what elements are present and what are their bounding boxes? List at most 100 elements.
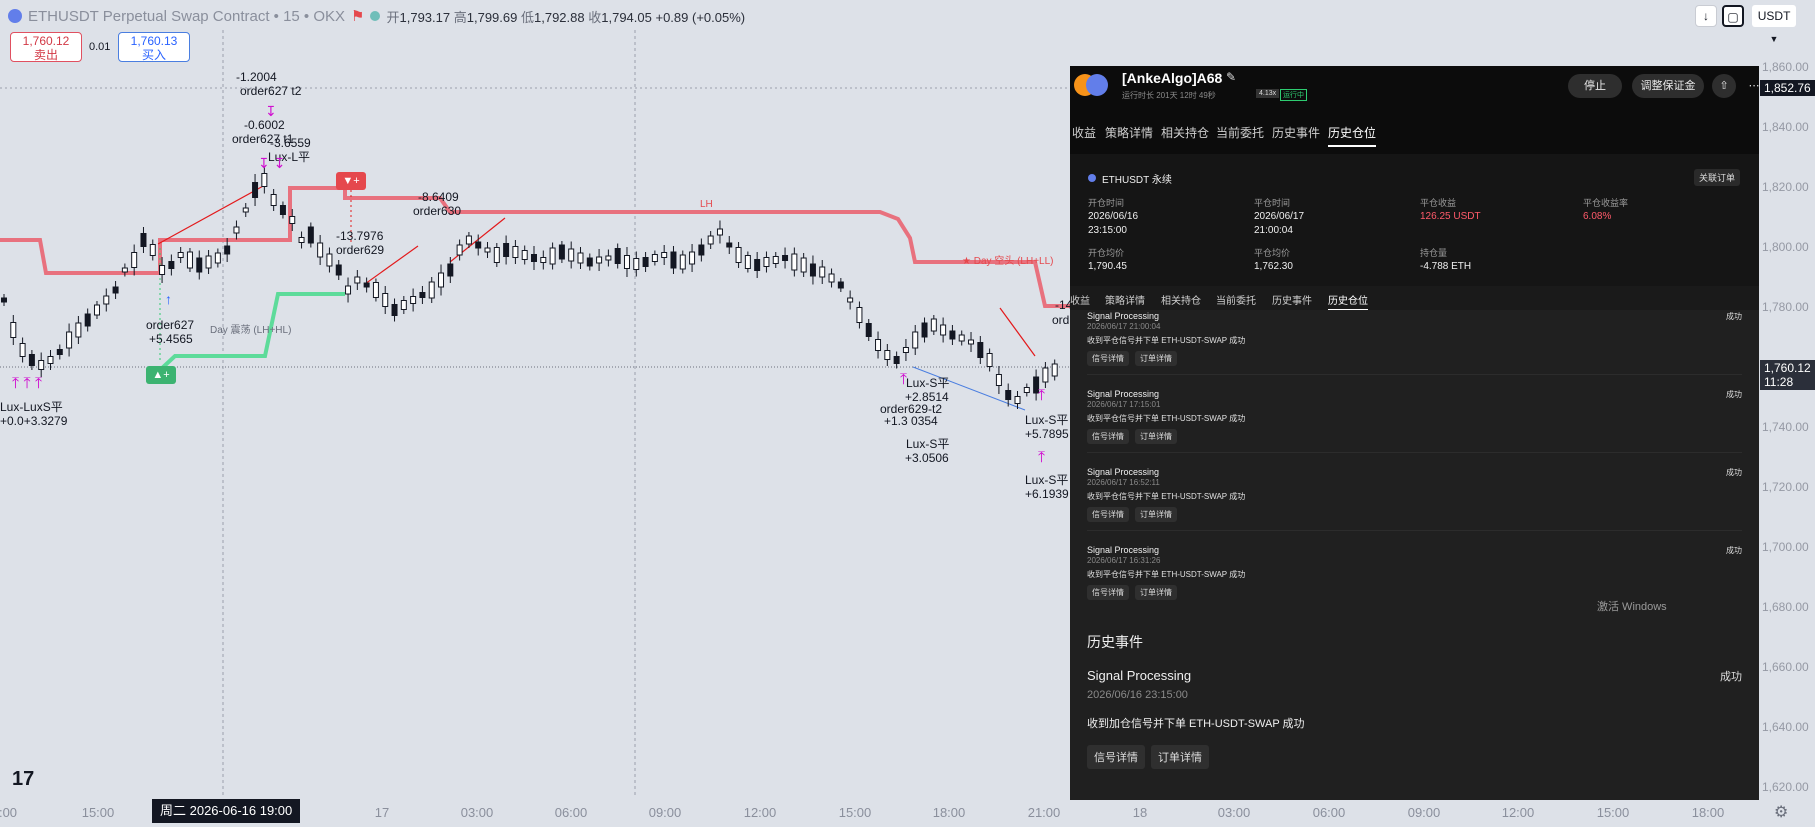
ohlc-values: 开1,793.17 高1,799.69 低1,792.88 收1,794.05 … [386,9,746,25]
order-details-button[interactable]: 订单详情 [1151,745,1209,769]
tab-history-positions[interactable]: 历史仓位 [1328,124,1377,147]
buy-button[interactable]: 1,760.13 买入 [118,32,190,62]
subtab-related-positions[interactable]: 相关持仓 [1161,296,1201,307]
subtab-history-events[interactable]: 历史事件 [1272,296,1312,307]
candle-body [279,205,286,215]
short-signal-badge[interactable]: ▼+ [336,172,366,190]
lh-label: LH [700,199,713,210]
candle-body [930,318,937,332]
currency-select[interactable]: USDT ▼ [1752,5,1796,44]
annotation: -0.6002 [244,118,285,132]
tab-related-positions[interactable]: 相关持仓 [1161,126,1210,140]
candle-body [382,293,389,307]
signal-details-button[interactable]: 信号详情 [1087,351,1129,366]
tab-current-orders[interactable]: 当前委托 [1216,126,1265,140]
tab-strategy-details[interactable]: 策略详情 [1105,126,1154,140]
subtab-earnings[interactable]: 收益 [1070,296,1090,307]
candle-body [968,339,975,345]
candle-body [177,252,184,258]
candle-body [205,255,212,269]
annotation: order627 t1 [232,132,294,146]
adjust-margin-button[interactable]: 调整保证金 [1632,74,1704,98]
signal-details-button[interactable]: 信号详情 [1087,585,1129,600]
candle-body [847,297,854,303]
subtab-history-positions[interactable]: 历史仓位 [1328,292,1368,310]
candle-body [958,334,965,342]
price-axis[interactable]: 1,860.00 1,852.76 1,840.00 1,820.00 1,80… [1760,52,1815,797]
candle-body [791,253,798,271]
edit-icon[interactable]: ✎ [1226,70,1237,84]
windows-watermark: 激活 Windows [1597,601,1667,613]
subtab-strategy-details[interactable]: 策略详情 [1105,296,1145,307]
candle-body [577,252,584,264]
share-icon[interactable]: ⇧ [1712,74,1736,98]
candlesticks [1,166,1058,409]
tradingview-logo[interactable]: 17 [12,768,35,790]
candle-body [651,254,658,262]
marker-icon: ⤒ [1038,387,1046,404]
order-details-button[interactable]: 订单详情 [1135,585,1177,600]
download-icon[interactable]: ↓ [1695,5,1717,27]
order-details-button[interactable]: 订单详情 [1135,351,1177,366]
list-item: Signal Processing 2026/06/17 17:15:01 收到平… [1087,389,1742,444]
candle-body [512,246,519,258]
candle-body [186,251,193,269]
order-details-button[interactable]: 订单详情 [1135,507,1177,522]
candle-body [19,343,26,357]
candle-body [261,173,268,187]
more-icon[interactable]: ⋯ [1748,80,1760,92]
candle-body [661,252,668,258]
annotation: +0.0+3.3279 [0,414,68,428]
spread-value: 0.01 [89,41,111,53]
marker-icon: ⤒ ⤒ ⤒ [12,375,43,392]
candle-body [884,350,891,360]
time-axis[interactable]: :00 15:00 17 03:00 06:00 09:00 12:00 15:… [0,797,1760,827]
linked-order-button[interactable]: 关联订单 [1694,169,1741,186]
candle-body [726,242,733,248]
day-range-label: Day 震荡 (LH+HL) [210,325,292,336]
fullscreen-icon[interactable]: ▢ [1722,5,1744,27]
long-signal-badge[interactable]: ▲+ [146,366,176,384]
annotation: +6.1939 [1025,487,1069,501]
order-details-button[interactable]: 订单详情 [1135,429,1177,444]
stop-button[interactable]: 停止 [1568,74,1622,98]
candle-body [252,182,259,198]
candle-body [995,374,1002,386]
subtab-current-orders[interactable]: 当前委托 [1216,296,1256,307]
chart-canvas[interactable] [0,0,1760,797]
chevron-down-icon: ▼ [1769,34,1779,44]
strategy-panel: [AnkeAlgo]A68 ✎ 运行时长 201天 12时 49秒 4.13x … [1070,66,1760,800]
candle-body [596,256,603,264]
tab-earnings[interactable]: 收益 [1072,126,1097,140]
list-item: Signal Processing 2026/06/17 21:00:04 收到平… [1087,311,1742,366]
annotation: -1.2004 [236,70,277,84]
candle-body [949,330,956,340]
candle-body [977,342,984,358]
candle-body [1,297,7,303]
chart-header: ETHUSDT Perpetual Swap Contract • 15 • O… [8,6,745,26]
signal-details-button[interactable]: 信号详情 [1087,507,1129,522]
candle-body [438,272,445,288]
candle-body [428,281,435,299]
settings-gear-icon[interactable]: ⚙ [1774,804,1789,821]
tab-history-events[interactable]: 历史事件 [1272,126,1321,140]
candle-body [47,356,54,364]
candle-body [112,286,119,294]
candle-body [809,263,816,277]
annotation: Lux-L平 [268,150,311,164]
marker-icon: ↧ ↧ [258,155,286,171]
annotation: -14 [1055,298,1073,312]
signal-details-button[interactable]: 信号详情 [1087,745,1145,769]
annotation: +5.7895 [1025,427,1069,441]
candle-body [614,248,621,264]
sell-button[interactable]: 1,760.12 卖出 [10,32,82,62]
marker-icon: ↧ [265,103,277,119]
symbol-title[interactable]: ETHUSDT Perpetual Swap Contract • 15 • O… [28,7,346,25]
candle-body [856,307,863,323]
candle-body [819,266,826,278]
flag-icon[interactable]: ⚑ [351,8,365,25]
candle-body [698,244,705,256]
pnl-rate: 6.08% [1583,211,1612,222]
candle-body [66,331,73,349]
signal-details-button[interactable]: 信号详情 [1087,429,1129,444]
